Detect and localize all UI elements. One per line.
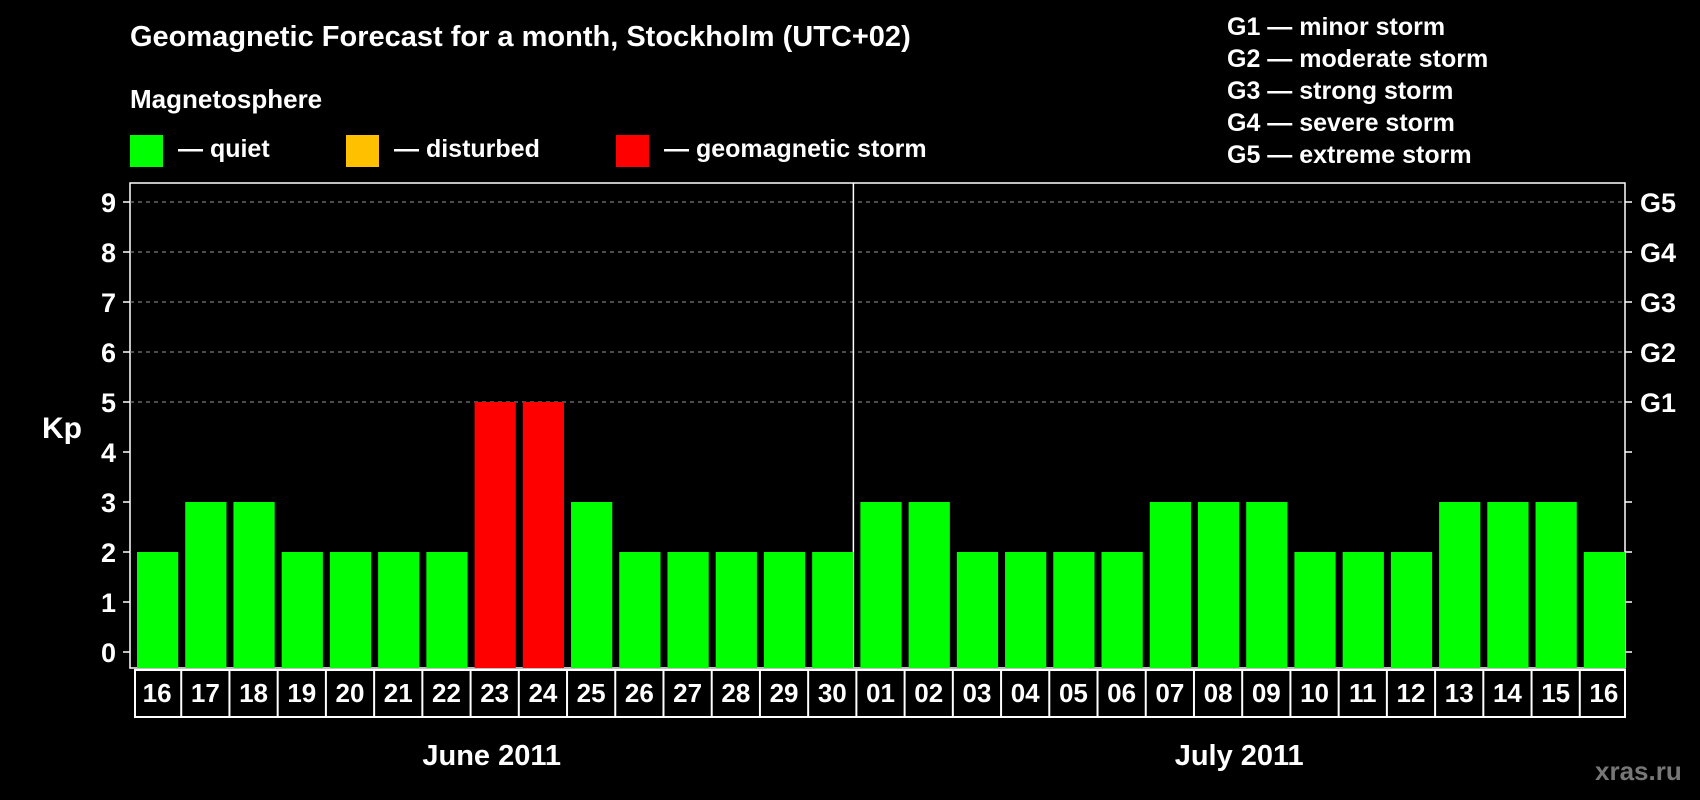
day-label: 30	[818, 678, 847, 708]
legend-label-storm: — geomagnetic storm	[664, 135, 927, 163]
bar	[185, 502, 227, 668]
day-label: 04	[1011, 678, 1040, 708]
y-tick-label: 6	[101, 338, 116, 368]
day-label: 28	[721, 678, 750, 708]
bar	[1390, 552, 1433, 668]
bar	[1583, 552, 1625, 668]
legend-label-quiet: — quiet	[178, 135, 270, 163]
bar	[667, 552, 709, 668]
bar	[1149, 502, 1191, 668]
day-label: 27	[673, 678, 702, 708]
bar	[1342, 552, 1384, 668]
bar	[763, 552, 806, 668]
month-label-1: July 2011	[1175, 740, 1304, 772]
right-tick-label-g2: G2	[1640, 338, 1676, 368]
month-label-0: June 2011	[422, 740, 561, 772]
day-label: 16	[1589, 678, 1618, 708]
y-tick-label: 4	[101, 438, 116, 468]
day-label: 19	[287, 678, 316, 708]
day-label: 15	[1541, 678, 1570, 708]
legend-heading: Magnetosphere	[130, 84, 323, 114]
chart-title: Geomagnetic Forecast for a month, Stockh…	[130, 21, 911, 53]
day-label: 14	[1493, 678, 1522, 708]
day-label: 18	[239, 678, 268, 708]
day-label: 09	[1252, 678, 1281, 708]
day-label: 16	[143, 678, 172, 708]
y-tick-label: 0	[101, 638, 116, 668]
storm-scale-g1: G1 — minor storm	[1227, 13, 1446, 41]
day-label-frame	[134, 669, 1626, 718]
day-label: 12	[1397, 678, 1426, 708]
day-label: 01	[866, 678, 895, 708]
day-label: 10	[1300, 678, 1329, 708]
bar	[1294, 552, 1336, 668]
day-label: 29	[770, 678, 799, 708]
bar	[474, 402, 516, 668]
right-tick-label-g4: G4	[1640, 238, 1676, 268]
y-tick-label: 9	[101, 188, 116, 218]
bar	[715, 552, 757, 668]
bar	[378, 552, 420, 668]
bar	[281, 552, 323, 668]
legend-label-disturbed: — disturbed	[394, 135, 540, 163]
bar	[1005, 552, 1047, 668]
y-tick-label: 1	[101, 588, 116, 618]
day-label: 07	[1155, 678, 1184, 708]
y-tick-label: 3	[101, 488, 116, 518]
bar	[233, 502, 275, 668]
legend-swatch-disturbed	[346, 135, 379, 167]
y-tick-label: 2	[101, 538, 116, 568]
bar	[1197, 502, 1240, 668]
right-tick-label-g3: G3	[1640, 288, 1676, 318]
day-label: 13	[1445, 678, 1474, 708]
day-label: 08	[1204, 678, 1233, 708]
day-label: 17	[191, 678, 220, 708]
bar	[956, 552, 999, 668]
y-axis-label: Kp	[42, 412, 82, 445]
bar	[1101, 552, 1143, 668]
day-label: 06	[1107, 678, 1136, 708]
right-tick-label-g5: G5	[1640, 188, 1676, 218]
bar	[812, 552, 854, 668]
day-label: 26	[625, 678, 654, 708]
bar	[1246, 502, 1288, 668]
bar	[908, 502, 950, 668]
day-label: 25	[577, 678, 606, 708]
bar	[1053, 552, 1095, 668]
day-label: 24	[528, 678, 557, 708]
bar	[137, 552, 179, 668]
day-label: 02	[914, 678, 943, 708]
storm-scale-g2: G2 — moderate storm	[1227, 45, 1489, 73]
legend-swatch-storm	[616, 135, 649, 167]
bar	[1535, 502, 1577, 668]
day-label: 11	[1349, 678, 1377, 708]
bar	[571, 502, 613, 668]
bar	[426, 552, 468, 668]
day-label: 03	[962, 678, 991, 708]
watermark: xras.ru	[1595, 756, 1682, 786]
legend-swatch-quiet	[130, 135, 163, 167]
bar	[329, 552, 372, 668]
y-tick-label: 8	[101, 238, 116, 268]
day-label: 05	[1059, 678, 1088, 708]
bar	[860, 502, 902, 668]
storm-scale-g5: G5 — extreme storm	[1227, 141, 1472, 169]
bar	[619, 552, 661, 668]
storm-scale-g4: G4 — severe storm	[1227, 109, 1455, 137]
bar	[522, 402, 565, 668]
day-label: 23	[480, 678, 509, 708]
y-tick-label: 5	[101, 388, 116, 418]
day-label: 21	[384, 678, 413, 708]
bar	[1487, 502, 1529, 668]
day-label: 22	[432, 678, 461, 708]
bar	[1439, 502, 1481, 668]
storm-scale-g3: G3 — strong storm	[1227, 77, 1454, 105]
day-label: 20	[336, 678, 365, 708]
right-tick-label-g1: G1	[1640, 388, 1676, 418]
y-tick-label: 7	[101, 288, 116, 318]
